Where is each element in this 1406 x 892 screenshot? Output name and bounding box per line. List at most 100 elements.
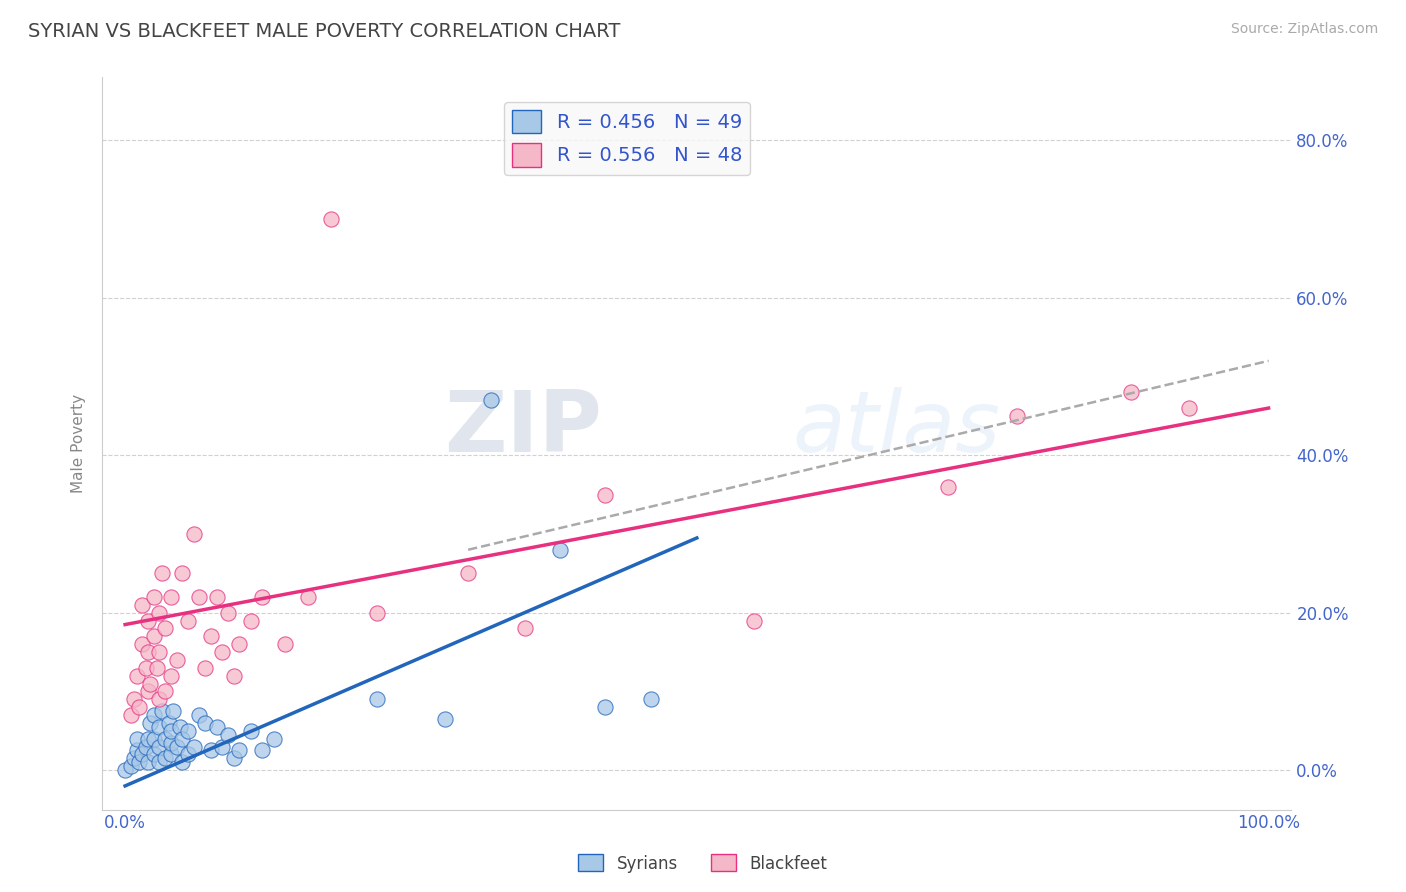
Point bbox=[1005, 409, 1028, 423]
Point bbox=[222, 669, 245, 683]
Point bbox=[153, 622, 176, 636]
Point bbox=[172, 566, 194, 581]
Point bbox=[125, 731, 148, 746]
Point bbox=[153, 684, 176, 698]
Point bbox=[122, 692, 145, 706]
Point bbox=[188, 708, 211, 723]
Point bbox=[172, 756, 194, 770]
Point bbox=[142, 629, 165, 643]
Text: ZIP: ZIP bbox=[444, 387, 602, 470]
Point bbox=[177, 747, 200, 762]
Point bbox=[122, 751, 145, 765]
Point bbox=[228, 637, 250, 651]
Text: SYRIAN VS BLACKFEET MALE POVERTY CORRELATION CHART: SYRIAN VS BLACKFEET MALE POVERTY CORRELA… bbox=[28, 22, 620, 41]
Point bbox=[148, 606, 170, 620]
Point bbox=[131, 637, 153, 651]
Point bbox=[136, 731, 159, 746]
Point bbox=[153, 731, 176, 746]
Point bbox=[515, 622, 537, 636]
Point bbox=[125, 743, 148, 757]
Point bbox=[139, 715, 162, 730]
Point bbox=[434, 712, 457, 726]
Point bbox=[640, 692, 662, 706]
Point bbox=[135, 739, 157, 754]
Point bbox=[131, 598, 153, 612]
Point bbox=[136, 645, 159, 659]
Point bbox=[194, 715, 217, 730]
Point bbox=[217, 728, 239, 742]
Point bbox=[366, 606, 388, 620]
Legend: Syrians, Blackfeet: Syrians, Blackfeet bbox=[572, 847, 834, 880]
Point bbox=[252, 743, 274, 757]
Point bbox=[148, 739, 170, 754]
Point bbox=[274, 637, 297, 651]
Point bbox=[142, 747, 165, 762]
Point bbox=[548, 542, 571, 557]
Point bbox=[159, 590, 181, 604]
Point bbox=[183, 739, 205, 754]
Point bbox=[148, 720, 170, 734]
Point bbox=[595, 700, 617, 714]
Point bbox=[200, 629, 222, 643]
Point bbox=[239, 614, 262, 628]
Point bbox=[142, 590, 165, 604]
Point bbox=[297, 590, 319, 604]
Point bbox=[159, 736, 181, 750]
Point bbox=[139, 676, 162, 690]
Point bbox=[128, 700, 150, 714]
Point bbox=[172, 731, 194, 746]
Point bbox=[159, 747, 181, 762]
Point bbox=[177, 723, 200, 738]
Point bbox=[142, 731, 165, 746]
Point bbox=[319, 212, 342, 227]
Point bbox=[150, 704, 173, 718]
Point bbox=[169, 720, 191, 734]
Point bbox=[136, 684, 159, 698]
Point bbox=[228, 743, 250, 757]
Point bbox=[159, 723, 181, 738]
Point bbox=[211, 645, 233, 659]
Point bbox=[146, 661, 169, 675]
Point bbox=[120, 759, 142, 773]
Point bbox=[252, 590, 274, 604]
Point bbox=[120, 708, 142, 723]
Point bbox=[595, 488, 617, 502]
Point bbox=[177, 614, 200, 628]
Point bbox=[263, 731, 285, 746]
Point bbox=[366, 692, 388, 706]
Point bbox=[136, 614, 159, 628]
Point bbox=[159, 669, 181, 683]
Point bbox=[157, 715, 180, 730]
Point bbox=[742, 614, 765, 628]
Point bbox=[128, 756, 150, 770]
Point bbox=[205, 720, 228, 734]
Point bbox=[131, 747, 153, 762]
Legend: R = 0.456   N = 49, R = 0.556   N = 48: R = 0.456 N = 49, R = 0.556 N = 48 bbox=[505, 102, 749, 175]
Point bbox=[153, 751, 176, 765]
Point bbox=[142, 708, 165, 723]
Point bbox=[183, 527, 205, 541]
Y-axis label: Male Poverty: Male Poverty bbox=[72, 394, 86, 493]
Point bbox=[1177, 401, 1199, 415]
Point bbox=[938, 480, 960, 494]
Point bbox=[166, 739, 188, 754]
Point bbox=[205, 590, 228, 604]
Point bbox=[148, 645, 170, 659]
Point bbox=[136, 756, 159, 770]
Point bbox=[211, 739, 233, 754]
Point bbox=[166, 653, 188, 667]
Point bbox=[125, 669, 148, 683]
Point bbox=[188, 590, 211, 604]
Point bbox=[222, 751, 245, 765]
Text: Source: ZipAtlas.com: Source: ZipAtlas.com bbox=[1230, 22, 1378, 37]
Point bbox=[217, 606, 239, 620]
Point bbox=[200, 743, 222, 757]
Point bbox=[135, 661, 157, 675]
Point bbox=[114, 763, 136, 777]
Point bbox=[479, 393, 502, 408]
Point bbox=[239, 723, 262, 738]
Point bbox=[457, 566, 479, 581]
Point bbox=[148, 692, 170, 706]
Point bbox=[162, 704, 184, 718]
Point bbox=[150, 566, 173, 581]
